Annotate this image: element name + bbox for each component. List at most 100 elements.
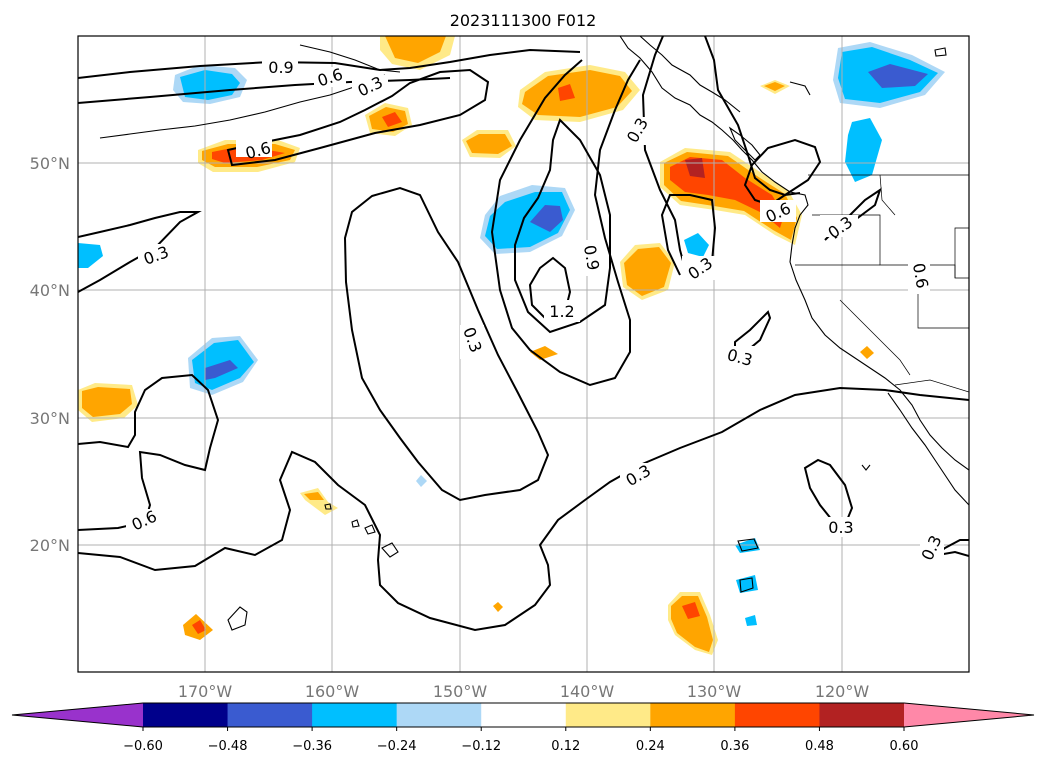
colorbar-segment	[481, 703, 567, 727]
positive-anomaly-area	[530, 346, 558, 360]
baja-coastline	[887, 392, 969, 506]
contour-line	[514, 118, 611, 334]
positive-anomaly-area	[558, 84, 575, 101]
negative-anomaly-area	[745, 615, 757, 626]
colorbar-segment	[565, 703, 651, 727]
negative-anomaly-area	[684, 233, 709, 257]
positive-anomaly-area	[860, 346, 874, 359]
island-coastline	[99, 74, 386, 139]
positive-anomaly-area	[624, 247, 671, 296]
latitude-label: 30°N	[30, 409, 70, 428]
coastlines	[99, 36, 969, 631]
positive-anomaly-area	[764, 82, 785, 91]
grid-lines	[78, 36, 969, 672]
contour-line	[704, 36, 801, 197]
latitude-labels: 50°N 40°N 30°N 20°N	[30, 154, 70, 555]
colorbar: −0.60 −0.48 −0.36 −0.24 −0.12 0.12 0.24 0.36 0.4…	[11, 702, 1035, 754]
longitude-labels: 170°W 160°W 150°W 140°W 130°W 120°W	[178, 682, 870, 701]
negative-anomaly-area	[78, 243, 103, 268]
state-border	[839, 299, 911, 376]
mexico-border	[894, 379, 969, 393]
positive-anomaly-area	[304, 492, 324, 500]
colorbar-segment	[396, 703, 482, 727]
contour-line	[78, 77, 451, 104]
longitude-label: 160°W	[305, 682, 360, 701]
contour-line	[803, 458, 854, 527]
hawaii-coastline	[351, 519, 360, 528]
longitude-label: 130°W	[687, 682, 742, 701]
latitude-label: 20°N	[30, 536, 70, 555]
hawaii-coastline	[364, 524, 376, 535]
positive-anomaly-area	[82, 387, 132, 417]
colorbar-tick-label: −0.48	[208, 739, 248, 754]
positive-anomaly-area	[682, 602, 700, 619]
longitude-label: 120°W	[815, 682, 870, 701]
colorbar-segment	[312, 703, 398, 727]
colorbar-segment	[734, 703, 820, 727]
colorbar-tick-label: −0.24	[377, 739, 417, 754]
contour-line	[226, 68, 490, 167]
negative-anomaly-area	[205, 360, 238, 380]
political-borders	[795, 174, 969, 393]
state-border	[879, 174, 896, 216]
island-coastline	[789, 81, 811, 96]
positive-anomaly-area	[671, 596, 713, 652]
island-coastline	[299, 44, 401, 73]
colorbar-tick-label: −0.60	[123, 739, 163, 754]
contour-label: 1.2	[549, 302, 574, 321]
hawaii-coastline	[324, 503, 332, 510]
negative-anomaly-area	[416, 475, 427, 487]
map-frame	[77, 35, 970, 673]
colorbar-tick-label: 0.60	[890, 739, 919, 754]
longitude-label: 150°W	[433, 682, 488, 701]
island-coastline	[861, 464, 871, 471]
map-title: 2023111300 F012	[450, 11, 597, 30]
positive-anomaly-area	[382, 112, 402, 127]
negative-anomaly-area	[868, 64, 928, 88]
contour-line	[78, 211, 202, 293]
island-coastline	[227, 606, 248, 631]
north-america-coastline	[639, 36, 741, 113]
colorbar-tick-label: 0.48	[805, 739, 834, 754]
contour-line	[78, 386, 969, 632]
colorbar-under-extension	[12, 703, 143, 727]
longitude-label: 170°W	[178, 682, 233, 701]
colorbar-segment	[227, 703, 313, 727]
negative-anomaly-area	[845, 118, 882, 182]
latitude-label: 50°N	[30, 154, 70, 173]
hawaii-coastline	[381, 542, 399, 558]
positive-anomaly-area	[385, 36, 446, 63]
contour-line	[78, 48, 581, 79]
contour-line	[743, 138, 822, 207]
island-coastline	[739, 577, 754, 593]
negative-anomaly-area	[530, 205, 563, 232]
contour-labels: 0.9 0.6 0.3 0.6 0.3 0.6 0.9 1.2 0.3 0.3 …	[126, 57, 946, 564]
colorbar-over-extension	[904, 703, 1034, 727]
positive-anomaly-area	[466, 134, 512, 154]
colorbar-tick-label: 0.12	[551, 739, 580, 754]
contour-line	[78, 373, 220, 531]
colorbar-tick-label: −0.12	[461, 739, 501, 754]
contour-label: 0.9	[268, 58, 293, 77]
contour-line	[343, 186, 550, 502]
colorbar-segment	[143, 703, 229, 727]
longitude-label: 140°W	[560, 682, 615, 701]
island-coastline	[737, 538, 759, 552]
positive-anomaly-area	[522, 70, 632, 117]
colorbar-segment	[650, 703, 736, 727]
state-border	[917, 290, 969, 329]
colorbar-tick-label: 0.24	[636, 739, 665, 754]
island-coastline	[934, 47, 947, 57]
contour-label: 0.3	[828, 518, 853, 537]
contour-line	[490, 59, 641, 387]
contour-label: 0.6	[909, 262, 932, 290]
colorbar-tick-label: 0.36	[720, 739, 749, 754]
contour-label: 0.9	[580, 244, 603, 272]
state-border	[954, 227, 969, 279]
colorbar-segment	[819, 703, 905, 727]
north-america-coastline	[619, 36, 969, 471]
positive-anomaly-area	[493, 602, 503, 612]
colorbar-tick-label: −0.36	[292, 739, 332, 754]
latitude-label: 40°N	[30, 281, 70, 300]
